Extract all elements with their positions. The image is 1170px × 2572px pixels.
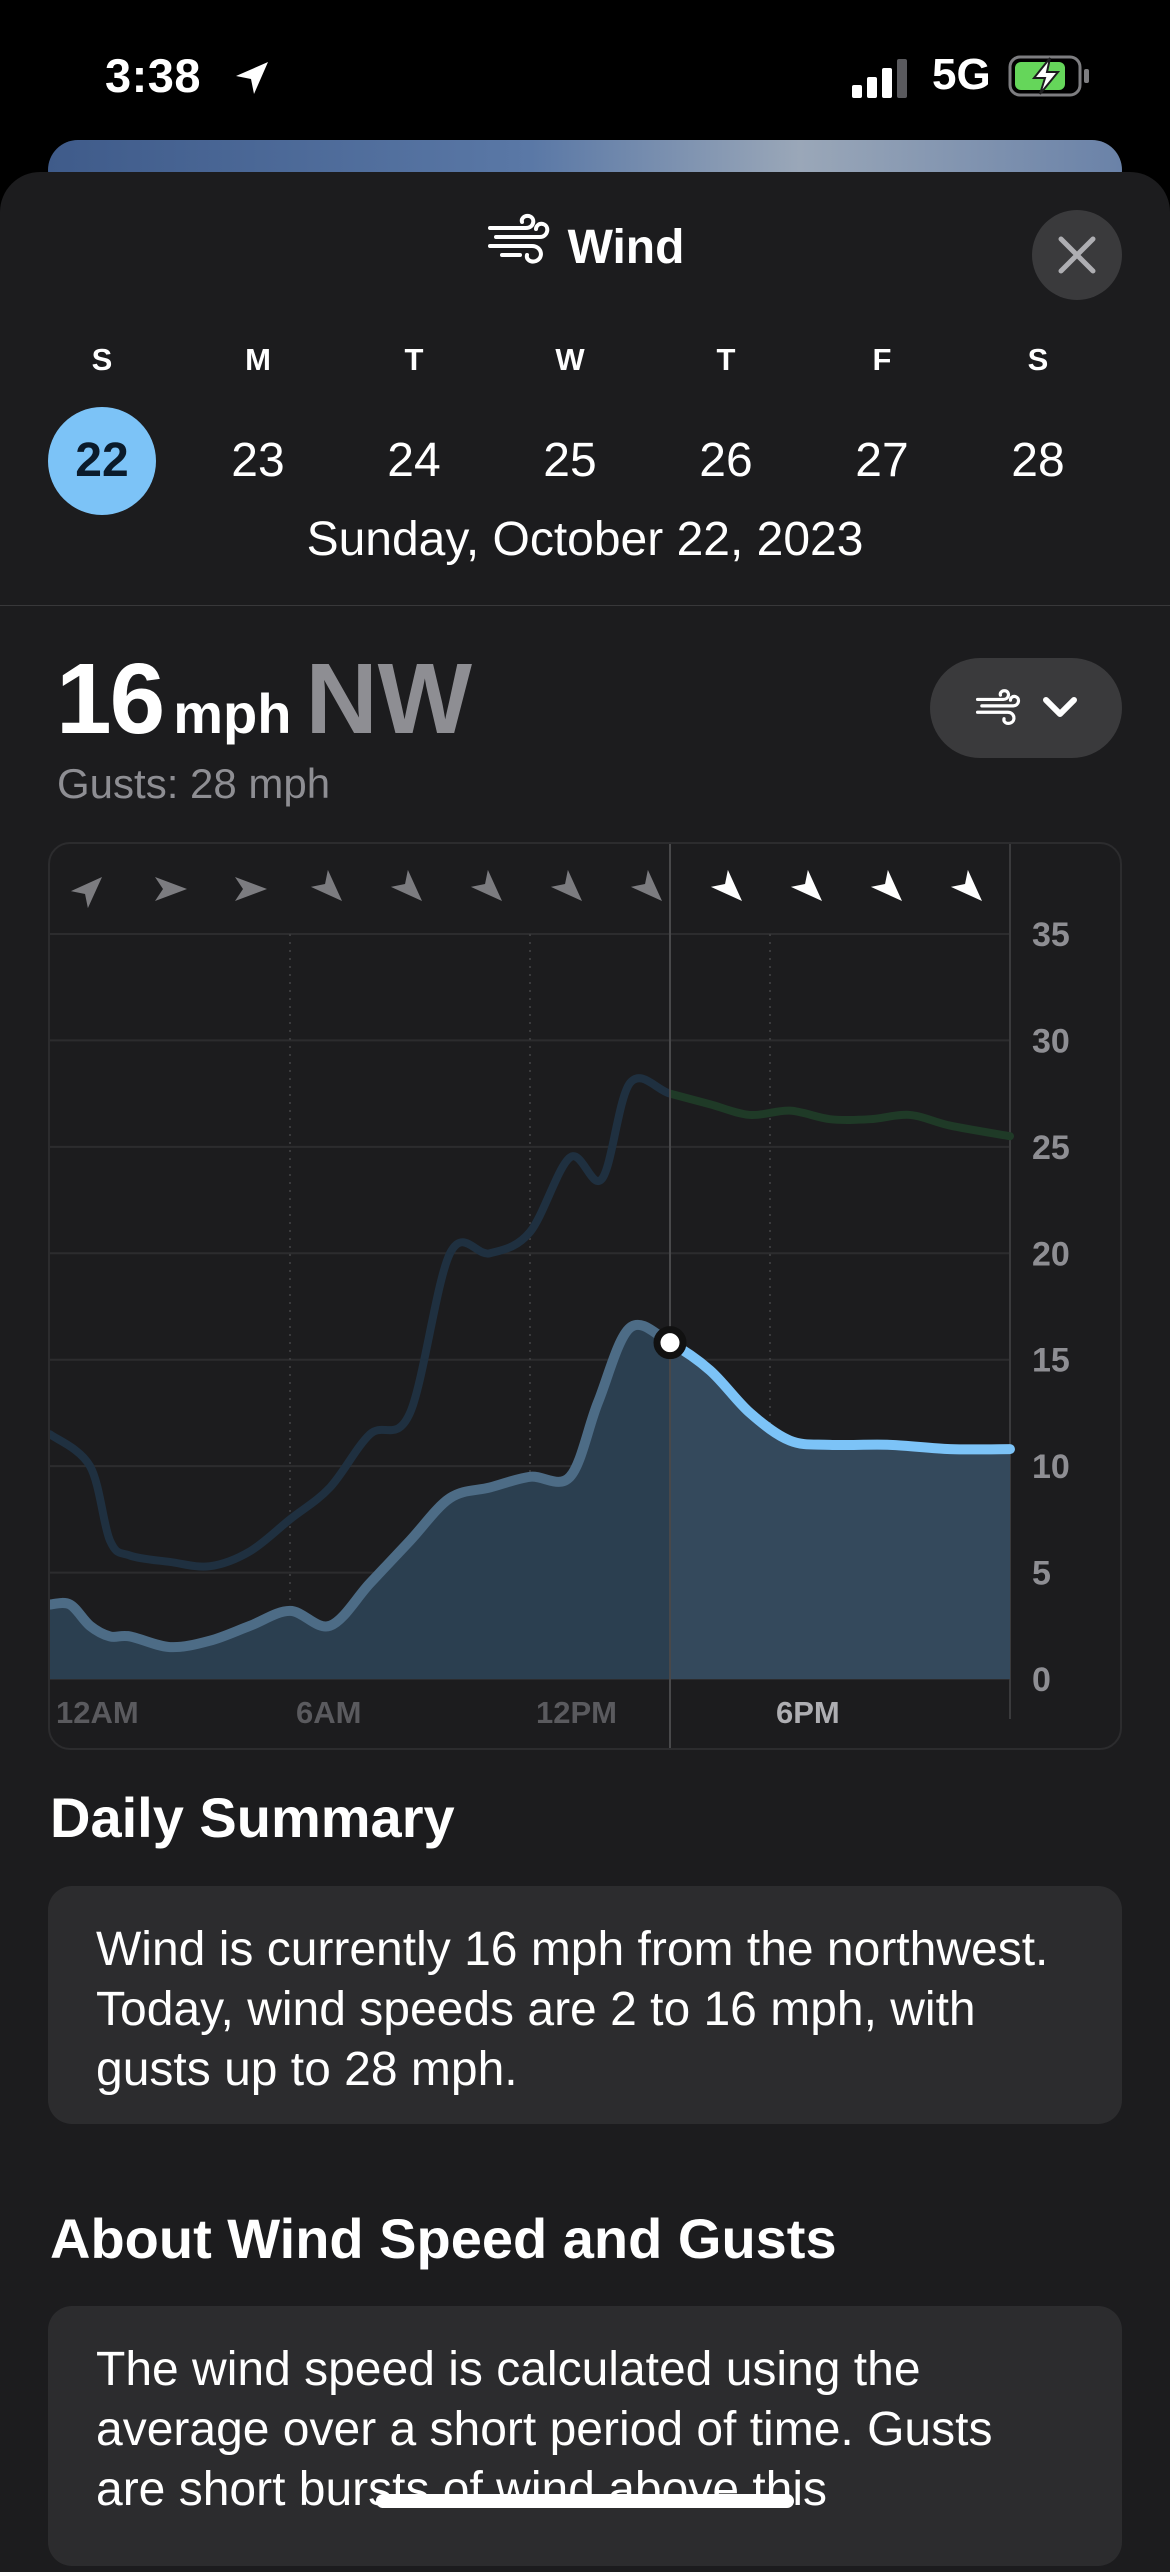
wind-direction: NW — [305, 643, 473, 755]
battery-charging-icon — [1008, 54, 1092, 103]
x-tick-label: 6PM — [776, 1695, 840, 1730]
wind-direction-arrow-icon — [710, 869, 743, 902]
location-arrow-icon — [232, 58, 272, 103]
day-letter: M — [245, 342, 271, 377]
day-letter: F — [872, 342, 892, 377]
day-letter: T — [404, 342, 424, 377]
day-selector: S 22 M 23 T 24 W 25 T 26 F 27 S 28 — [0, 335, 1170, 525]
day-number: 25 — [543, 434, 597, 487]
day-number-selected: 22 — [48, 407, 156, 515]
wind-direction-arrow-icon — [70, 876, 103, 909]
gusts-text: Gusts: 28 mph — [57, 760, 331, 807]
wind-area-future — [670, 1342, 1010, 1679]
day-item[interactable]: S 28 — [983, 335, 1093, 515]
day-number: 27 — [855, 434, 909, 487]
close-icon — [1058, 236, 1096, 274]
about-card: The wind speed is calculated using the a… — [48, 2306, 1122, 2566]
wind-direction-arrow-icon — [235, 877, 267, 901]
wind-direction-arrow-icon — [155, 877, 187, 901]
chart-type-button[interactable] — [930, 658, 1122, 758]
current-time-marker — [653, 844, 687, 1748]
daily-summary-heading: Daily Summary — [50, 1786, 455, 1849]
daily-summary-card: Wind is currently 16 mph from the northw… — [48, 1886, 1122, 2124]
day-item[interactable]: M 23 — [203, 335, 313, 515]
chart-area-fill — [50, 1324, 1010, 1679]
y-tick-label: 0 — [1032, 1661, 1051, 1699]
home-indicator — [376, 2494, 794, 2508]
wind-direction-arrow-icon — [310, 869, 343, 902]
day-number: 28 — [1011, 434, 1065, 487]
wind-chart[interactable]: 35 30 25 20 15 10 5 0 12AM 6AM 12PM 6PM — [48, 842, 1122, 1750]
divider — [0, 605, 1170, 606]
day-item[interactable]: W 25 — [515, 335, 625, 515]
day-number: 24 — [387, 434, 441, 487]
wind-direction-arrow-icon — [470, 869, 503, 902]
y-tick-label: 20 — [1032, 1235, 1070, 1273]
status-time: 3:38 — [105, 49, 202, 102]
y-tick-label: 35 — [1032, 916, 1070, 954]
about-text: The wind speed is calculated using the a… — [96, 2343, 993, 2516]
status-bar: 3:38 5G — [0, 0, 1170, 150]
daily-summary-text: Wind is currently 16 mph from the northw… — [96, 1923, 1049, 2096]
day-item[interactable]: S 22 — [47, 335, 157, 515]
wind-direction-arrow-icon — [630, 869, 663, 902]
x-tick-label: 12PM — [536, 1695, 617, 1730]
y-tick-label: 25 — [1032, 1129, 1070, 1167]
current-point-marker — [653, 1326, 687, 1360]
day-number: 26 — [699, 434, 753, 487]
wind-area-past — [50, 1324, 670, 1679]
gust-line-future — [670, 1089, 1014, 1141]
wind-icon — [975, 689, 1021, 725]
wind-line-future — [670, 1336, 1015, 1455]
day-item[interactable]: F 27 — [827, 335, 937, 515]
y-tick-label: 10 — [1032, 1448, 1070, 1486]
y-axis-labels: 35 30 25 20 15 10 5 0 — [1032, 916, 1070, 1699]
chart-lines — [50, 1074, 1015, 1653]
day-letter: S — [1027, 342, 1049, 377]
wind-icon — [486, 212, 554, 280]
gust-line-past — [50, 1074, 670, 1571]
wind-direction-arrow-icon — [790, 869, 823, 902]
network-type: 5G — [932, 50, 991, 99]
wind-sheet — [0, 172, 1170, 2572]
x-axis-labels: 12AM 6AM 12PM 6PM — [56, 1695, 840, 1730]
x-tick-label: 6AM — [296, 1695, 361, 1730]
wind-direction-arrow-icon — [550, 869, 583, 902]
about-heading: About Wind Speed and Gusts — [50, 2207, 837, 2270]
day-letter: T — [716, 342, 736, 377]
day-letter: S — [91, 342, 113, 377]
day-number: 23 — [231, 434, 285, 487]
y-tick-label: 30 — [1032, 1022, 1070, 1060]
title-text: Wind — [567, 221, 685, 274]
close-button[interactable] — [1032, 210, 1122, 300]
wind-direction-arrow-icon — [390, 869, 423, 902]
x-tick-label: 12AM — [56, 1695, 139, 1730]
direction-arrows — [70, 869, 983, 909]
wind-speed: 16 — [56, 643, 165, 755]
day-item[interactable]: T 24 — [359, 335, 469, 515]
wind-direction-arrow-icon — [950, 869, 983, 902]
y-tick-label: 5 — [1032, 1555, 1051, 1593]
day-item[interactable]: T 26 — [671, 335, 781, 515]
wind-unit: mph — [173, 682, 292, 745]
selected-date: Sunday, October 22, 2023 — [306, 513, 864, 566]
day-letter: W — [555, 342, 585, 377]
sheet-title: Wind — [0, 214, 1170, 280]
current-wind: 16 mph NW — [56, 642, 472, 757]
y-tick-label: 15 — [1032, 1342, 1070, 1380]
signal-bars-icon — [852, 58, 912, 103]
wind-chart-svg: 35 30 25 20 15 10 5 0 12AM 6AM 12PM 6PM — [50, 844, 1070, 1748]
wind-direction-arrow-icon — [870, 869, 903, 902]
chevron-down-icon — [1043, 697, 1077, 717]
wind-line-past — [50, 1319, 670, 1653]
